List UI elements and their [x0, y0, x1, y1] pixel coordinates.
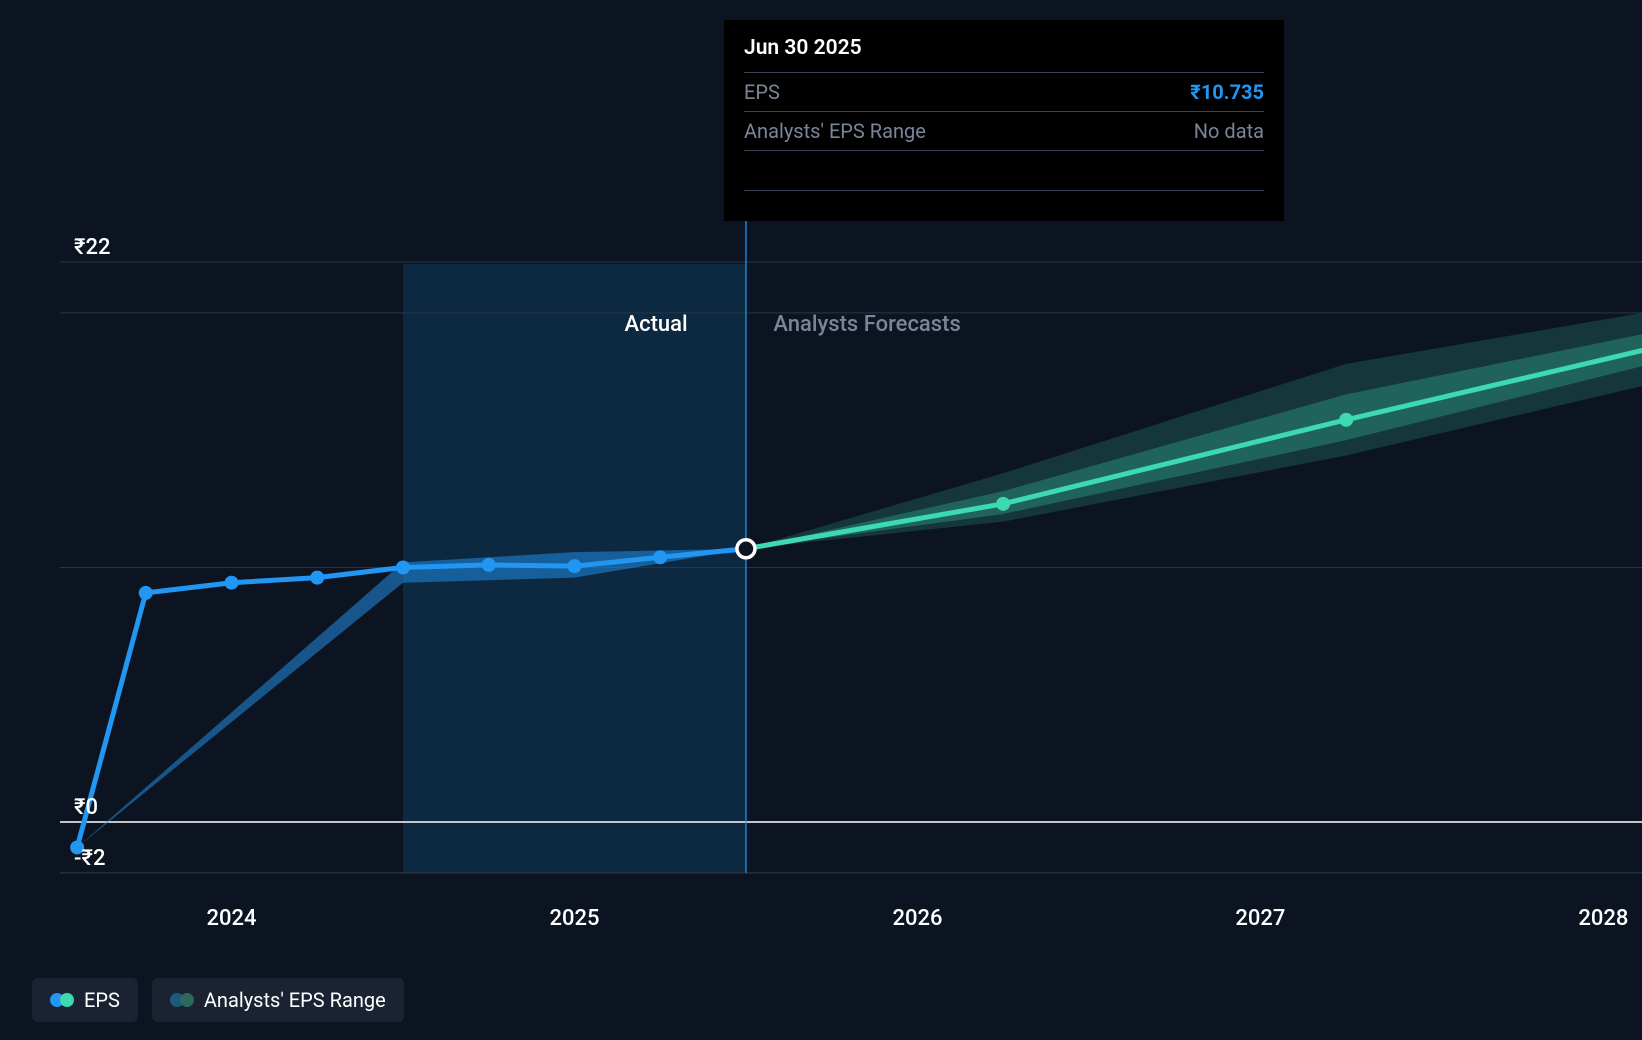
svg-text:2026: 2026	[892, 906, 942, 931]
legend-dot-icon	[60, 993, 74, 1007]
chart-legend: EPS Analysts' EPS Range	[32, 978, 404, 1022]
legend-item-range[interactable]: Analysts' EPS Range	[152, 978, 404, 1022]
svg-text:2024: 2024	[206, 906, 256, 931]
tooltip-eps-value: ₹10.735	[1190, 80, 1264, 104]
legend-eps-label: EPS	[84, 988, 120, 1012]
svg-text:-₹2: -₹2	[74, 846, 105, 871]
tooltip-row-eps: EPS ₹10.735	[744, 73, 1264, 112]
tooltip-range-value: No data	[1194, 119, 1264, 143]
svg-text:2027: 2027	[1235, 906, 1285, 931]
tooltip-date: Jun 30 2025	[744, 36, 1264, 73]
svg-text:₹0: ₹0	[74, 795, 98, 820]
legend-range-dots	[170, 993, 194, 1007]
tooltip-row-range: Analysts' EPS Range No data	[744, 112, 1264, 151]
svg-text:2028: 2028	[1578, 906, 1628, 931]
svg-text:₹22: ₹22	[74, 235, 111, 260]
legend-range-label: Analysts' EPS Range	[204, 988, 386, 1012]
tooltip-range-label: Analysts' EPS Range	[744, 119, 926, 143]
legend-eps-dots	[50, 993, 74, 1007]
forecast-section-label: Analysts Forecasts	[773, 312, 960, 337]
chart-tooltip: Jun 30 2025 EPS ₹10.735 Analysts' EPS Ra…	[724, 20, 1284, 221]
tooltip-spacer	[744, 151, 1264, 191]
legend-item-eps[interactable]: EPS	[32, 978, 138, 1022]
legend-dot-icon	[180, 993, 194, 1007]
eps-chart[interactable]: ₹22 ₹0 -₹2 2024 2025 2026 2027 2028 Actual Anal…	[30, 0, 1642, 1040]
tooltip-eps-label: EPS	[744, 80, 780, 104]
actual-section-label: Actual	[625, 312, 688, 337]
svg-text:2025: 2025	[549, 906, 599, 931]
